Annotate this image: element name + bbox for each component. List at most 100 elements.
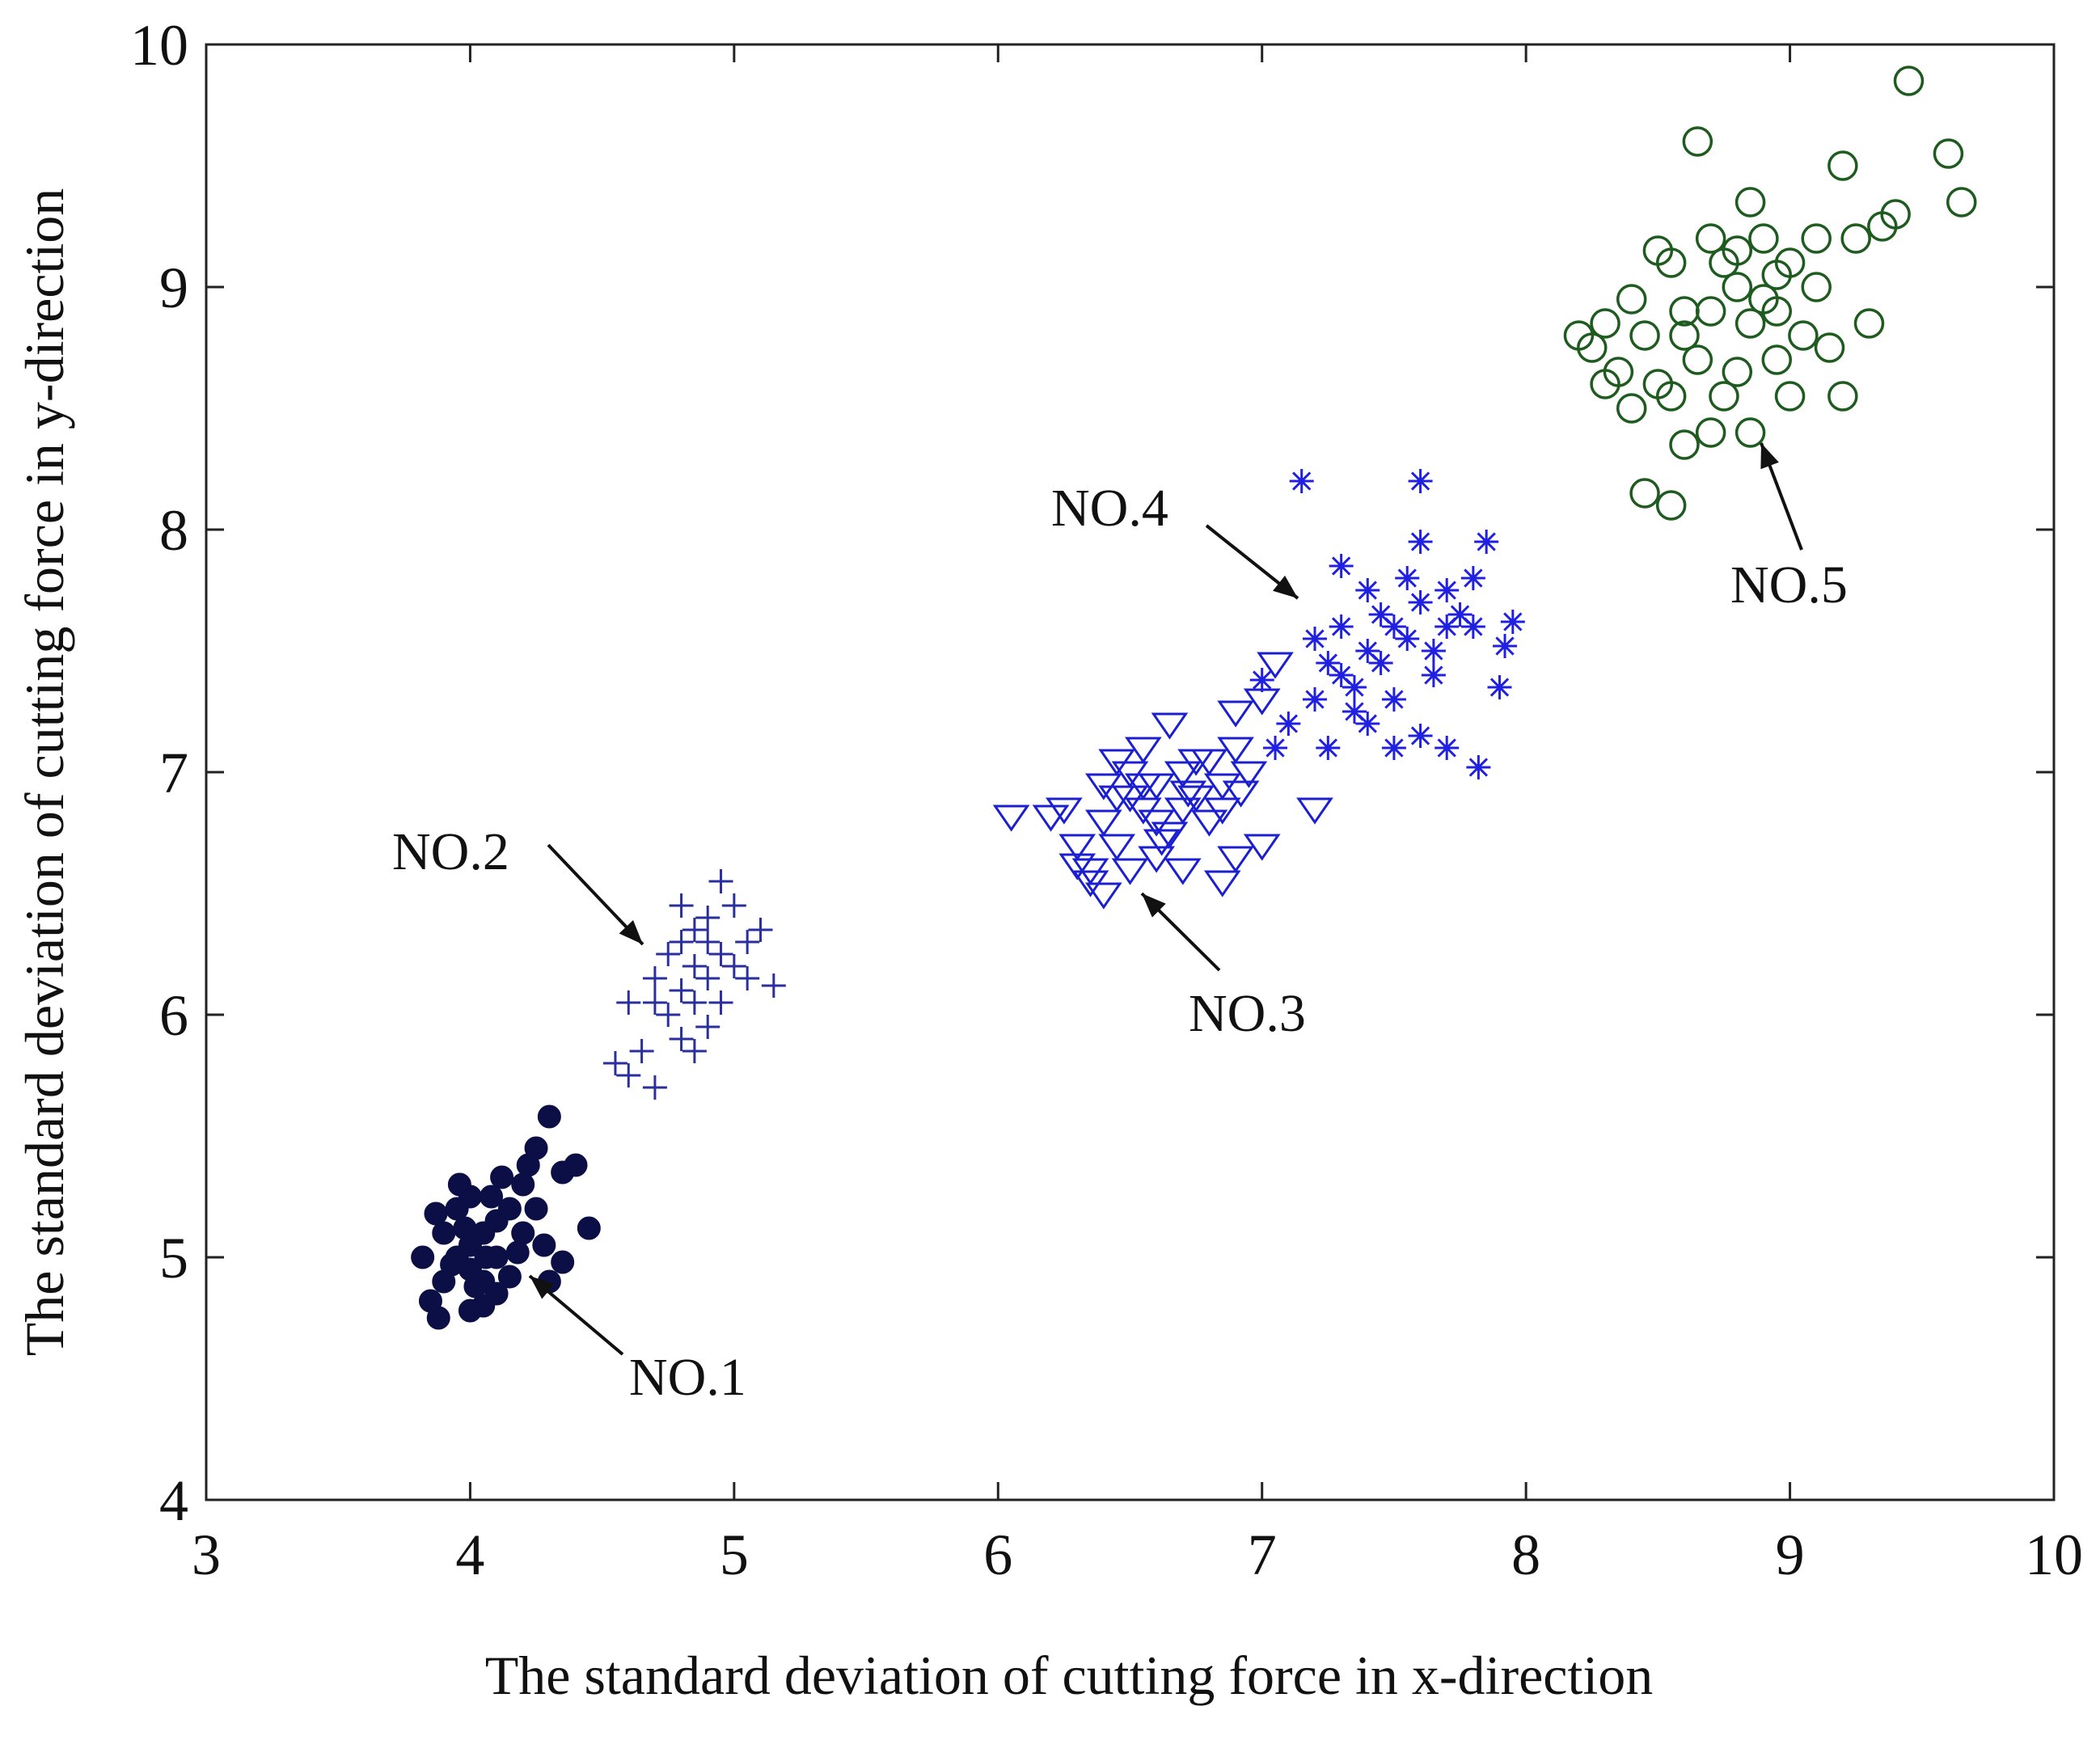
data-point — [1124, 773, 1162, 800]
data-point — [1946, 187, 1977, 218]
annotation-no-1: NO.1 — [528, 1274, 746, 1407]
data-point — [1474, 530, 1499, 554]
annotation-no-5: NO.5 — [1730, 442, 1848, 614]
data-point — [1827, 150, 1858, 181]
data-point — [695, 906, 720, 930]
data-point — [735, 966, 760, 990]
data-point — [524, 1197, 548, 1221]
data-point — [1217, 846, 1254, 873]
data-point — [1421, 663, 1446, 687]
plot-area-frame — [205, 43, 2056, 1501]
data-point — [1682, 344, 1713, 375]
y-tick-label: 5 — [159, 1226, 188, 1290]
y-tick-label: 8 — [159, 498, 188, 563]
data-point — [1669, 296, 1700, 327]
data-point — [682, 918, 707, 942]
annotation-arrow-head — [619, 919, 643, 944]
data-point — [1722, 357, 1753, 387]
data-point — [1303, 687, 1327, 712]
data-point — [1276, 712, 1301, 736]
data-point — [1867, 211, 1898, 242]
data-point — [992, 805, 1030, 832]
data-point — [629, 1039, 654, 1063]
data-point — [1263, 736, 1288, 760]
data-point — [1395, 627, 1420, 651]
data-point — [1355, 712, 1380, 736]
data-point — [1493, 634, 1518, 658]
data-point — [1827, 381, 1858, 412]
annotation-no-4: NO.4 — [1051, 479, 1299, 600]
data-point — [1111, 858, 1149, 885]
data-point — [1249, 668, 1274, 692]
series-no-5 — [1563, 65, 1977, 521]
data-point — [1408, 724, 1433, 748]
data-point — [1190, 809, 1228, 837]
data-point — [708, 990, 733, 1015]
data-point — [695, 930, 720, 954]
data-point — [1217, 737, 1254, 764]
data-point — [511, 1221, 535, 1245]
annotation-label: NO.1 — [629, 1348, 746, 1407]
series-no-3 — [992, 652, 1333, 910]
x-tick-label: 10 — [2025, 1522, 2083, 1587]
annotation-label: NO.2 — [392, 822, 509, 881]
data-point — [1329, 614, 1354, 639]
data-point — [1203, 773, 1241, 800]
annotation-label: NO.4 — [1051, 479, 1168, 538]
data-point — [1603, 357, 1634, 387]
annotations: NO.1 NO.2 NO.3 NO.4 NO.5 — [392, 442, 1848, 1407]
data-point — [1695, 223, 1726, 254]
data-point — [1151, 821, 1189, 849]
data-point — [1342, 675, 1367, 699]
data-point — [1085, 809, 1122, 837]
data-point — [516, 1153, 540, 1177]
annotation-label: NO.3 — [1189, 984, 1306, 1043]
data-point — [1368, 602, 1393, 627]
data-point — [1408, 469, 1433, 493]
data-point — [1682, 126, 1713, 157]
data-point — [1164, 761, 1202, 788]
annotation-label: NO.5 — [1730, 555, 1848, 614]
data-point — [1460, 566, 1485, 590]
data-point — [1655, 381, 1687, 412]
data-point — [537, 1104, 561, 1129]
data-point — [1230, 761, 1268, 788]
data-point — [1217, 700, 1254, 728]
data-point — [1355, 578, 1380, 602]
data-point — [426, 1306, 450, 1330]
data-point — [1098, 785, 1136, 813]
data-point — [669, 893, 694, 918]
data-point — [447, 1172, 471, 1197]
data-point — [1164, 858, 1202, 885]
data-point — [1655, 490, 1687, 521]
data-point — [490, 1165, 514, 1189]
data-point — [577, 1216, 601, 1240]
data-point — [463, 1274, 488, 1299]
data-point — [1447, 602, 1473, 627]
data-point — [642, 990, 667, 1015]
data-point — [1774, 247, 1806, 278]
data-point — [1722, 235, 1753, 266]
data-point — [1629, 320, 1660, 351]
annotation-no-2: NO.2 — [392, 822, 644, 946]
data-point — [1814, 332, 1845, 363]
data-point — [1466, 755, 1491, 779]
data-point — [1316, 736, 1341, 760]
data-point — [1177, 749, 1215, 776]
data-point — [411, 1245, 435, 1269]
data-point — [1289, 469, 1314, 493]
x-tick-label: 9 — [1776, 1522, 1805, 1587]
data-point — [1032, 805, 1070, 832]
data-point — [440, 1252, 464, 1277]
annotation-arrow-head — [1142, 893, 1166, 918]
data-point — [1893, 65, 1925, 96]
y-tick-label: 10 — [130, 13, 188, 78]
data-point — [1563, 320, 1595, 351]
data-point — [669, 930, 694, 954]
data-point — [1801, 223, 1832, 254]
data-point — [1243, 834, 1281, 861]
data-point — [1355, 639, 1380, 663]
data-point — [708, 869, 733, 893]
data-point — [656, 942, 681, 966]
